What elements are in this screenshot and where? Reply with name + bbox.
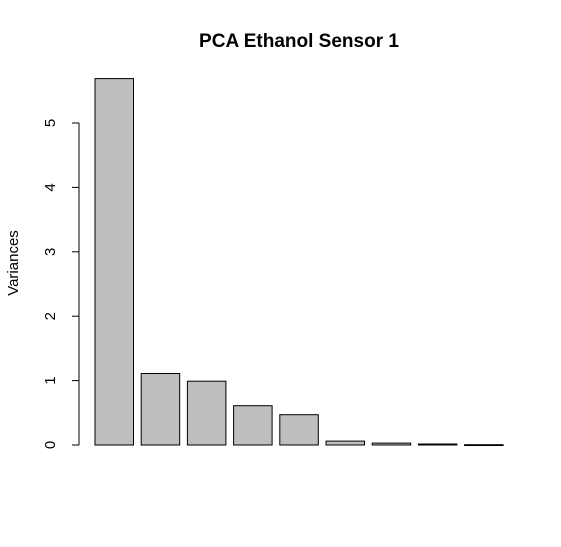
y-tick-label: 3: [42, 248, 59, 256]
bars: [94, 78, 504, 447]
bar-9: [464, 444, 504, 447]
bar-2: [140, 373, 181, 446]
y-tick-label: 1: [42, 376, 59, 384]
y-tick-label: 0: [42, 441, 59, 449]
bar-1: [94, 78, 134, 446]
y-tick-label: 5: [42, 119, 59, 127]
chart-title: PCA Ethanol Sensor 1: [199, 31, 399, 52]
y-tick-label: 2: [42, 312, 59, 320]
bar-7: [371, 442, 412, 446]
y-axis-label: Variances: [5, 230, 22, 296]
bar-3: [186, 380, 227, 446]
y-tick-label: 4: [42, 183, 59, 191]
bar-4: [233, 405, 273, 446]
y-axis: 0 1 2 3 4 5: [42, 119, 80, 449]
bar-6: [325, 440, 365, 446]
bar-8: [417, 443, 458, 446]
bar-5: [279, 414, 319, 446]
